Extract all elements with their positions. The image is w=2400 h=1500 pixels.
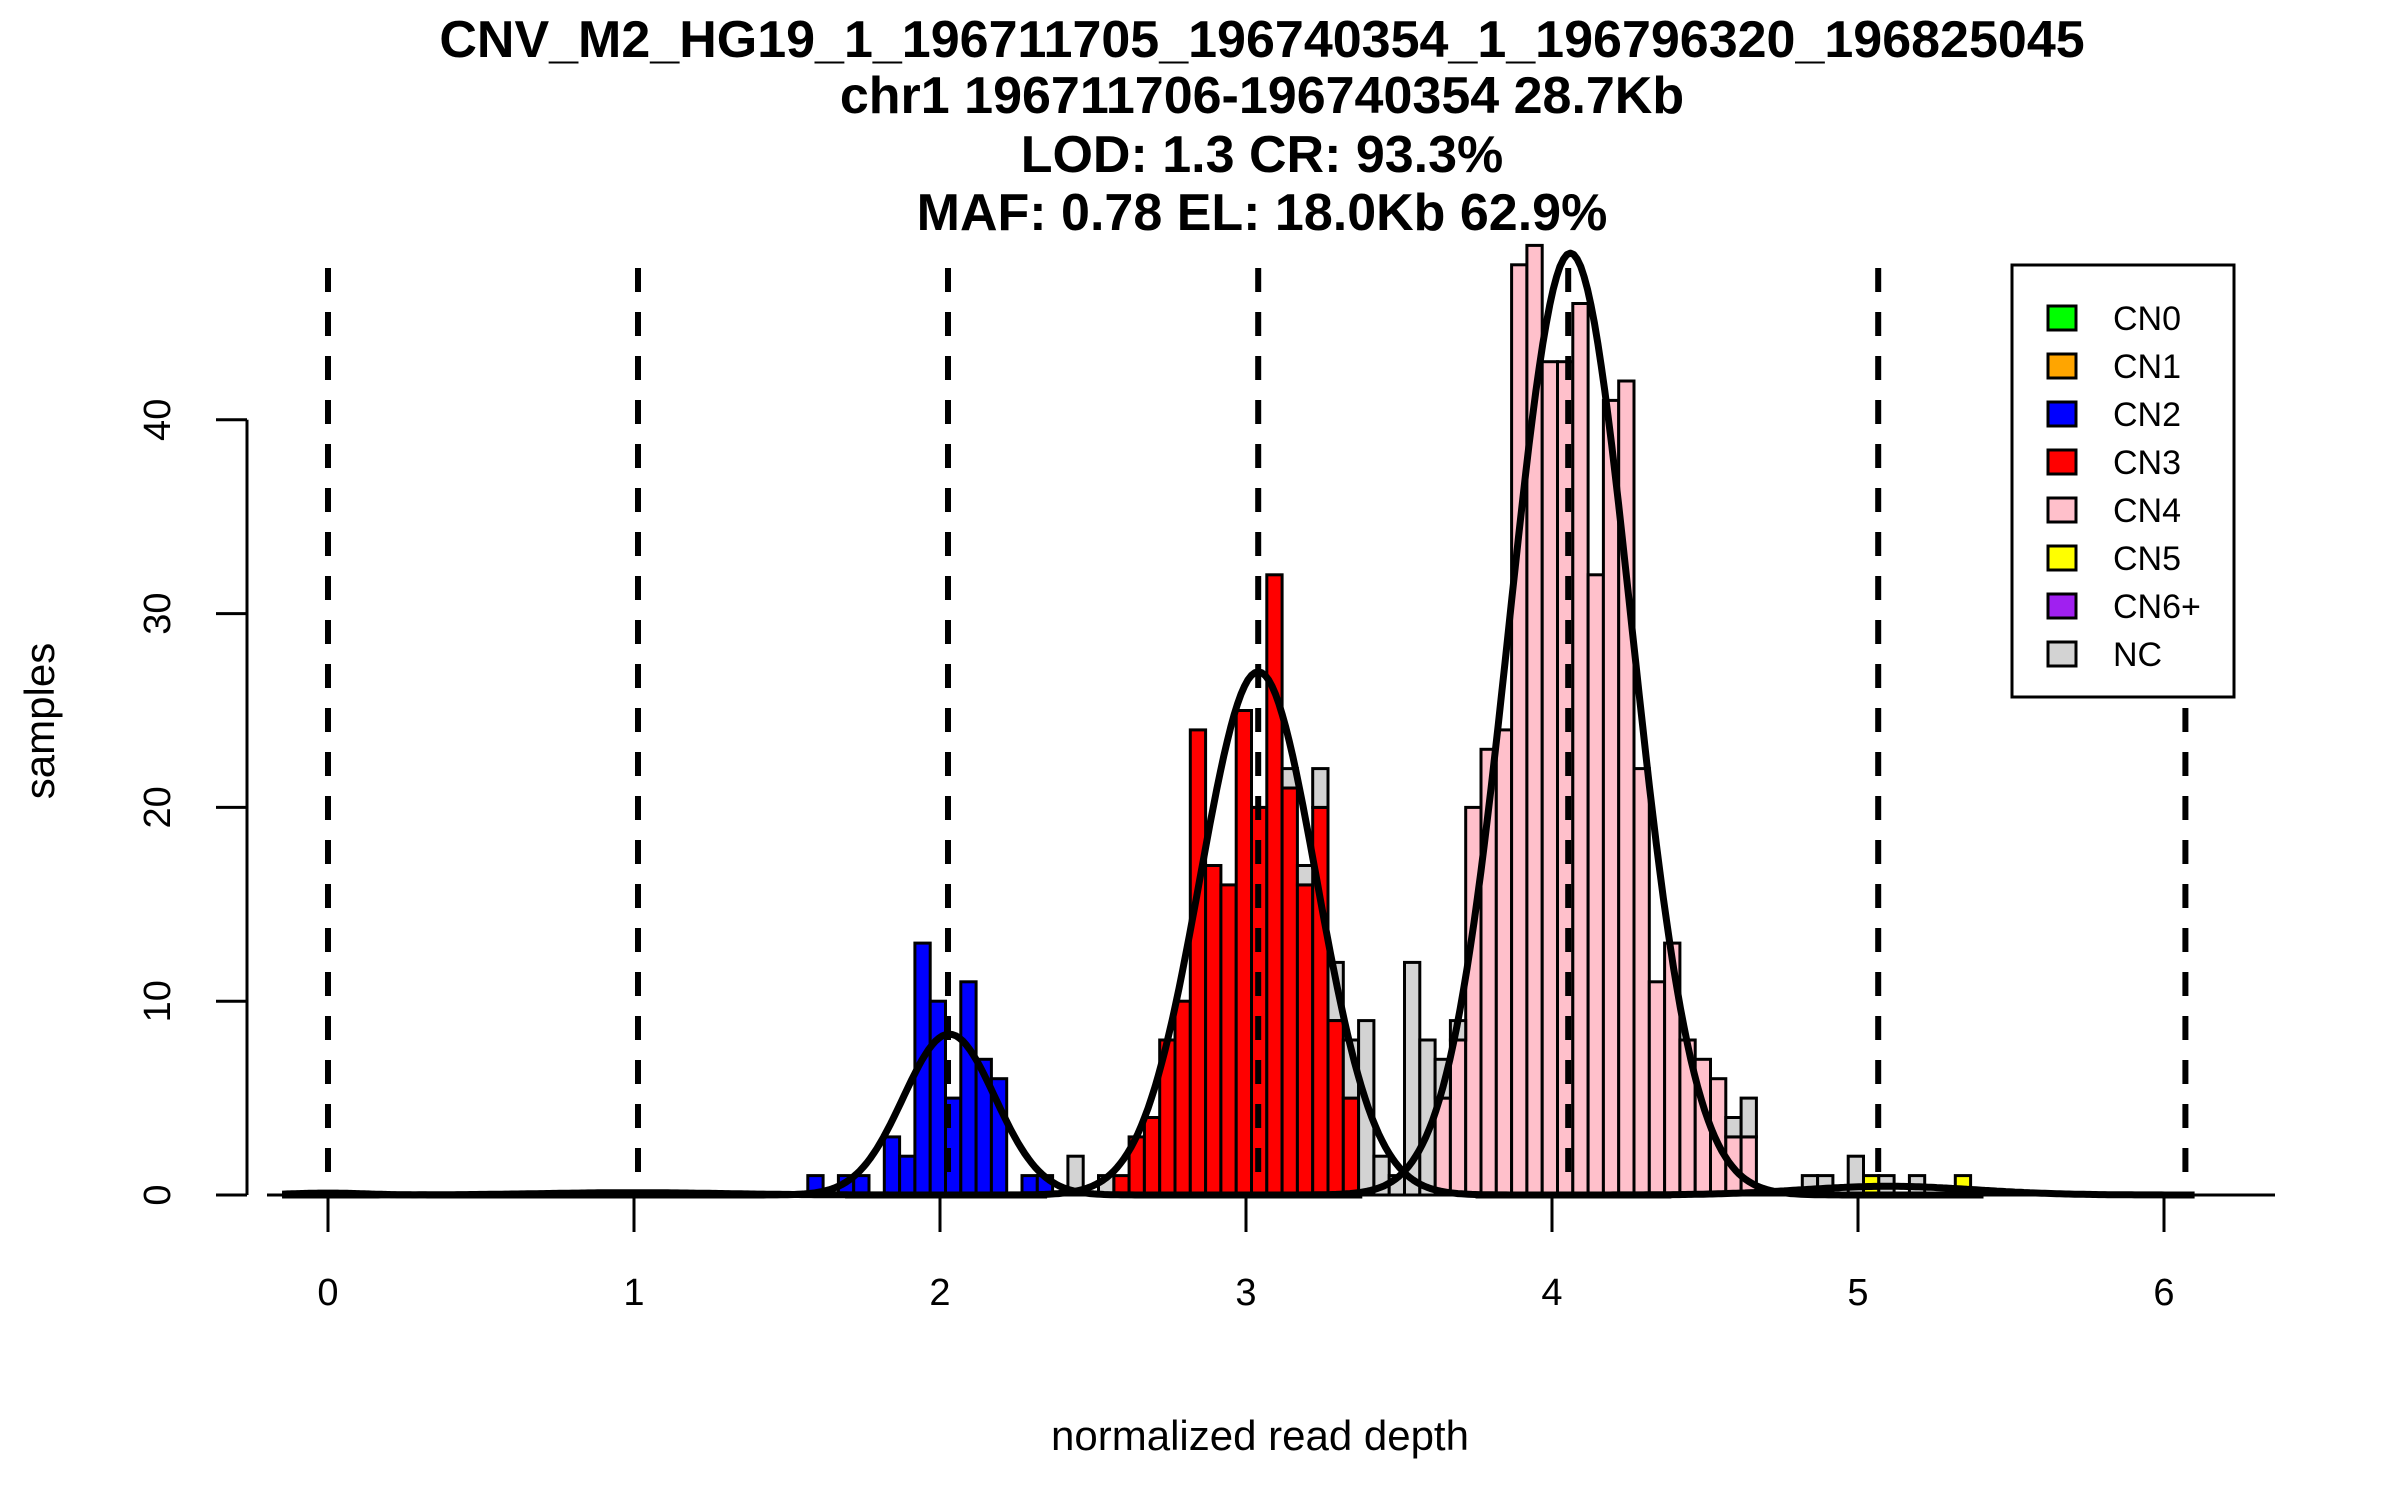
legend-label: CN5 bbox=[2113, 540, 2181, 578]
histogram-bar-cn3 bbox=[1295, 883, 1315, 1197]
legend-swatch bbox=[2046, 400, 2078, 428]
legend-item-cn4: CN4 bbox=[2046, 492, 2181, 530]
histogram-bar-cn3 bbox=[1341, 1096, 1361, 1197]
legend-swatch bbox=[2046, 448, 2078, 476]
x-axis-label: normalized read depth bbox=[1051, 1412, 1469, 1459]
legend: CN0 CN1 CN2 CN3 CN4 CN5 CN6+ NC bbox=[2010, 263, 2236, 699]
histogram-bar-nc bbox=[1295, 864, 1315, 887]
histogram-bar-cn3 bbox=[1204, 864, 1223, 1197]
histogram-bars bbox=[806, 243, 1973, 1197]
x-tick-label: 5 bbox=[1847, 1272, 1868, 1314]
legend-item-cn1: CN1 bbox=[2046, 348, 2181, 386]
histogram-bar-cn3 bbox=[1173, 999, 1192, 1197]
y-tick-label: 10 bbox=[137, 980, 179, 1022]
legend-label: CN3 bbox=[2113, 444, 2181, 482]
y-tick-label: 40 bbox=[137, 399, 179, 441]
legend-item-cn2: CN2 bbox=[2046, 396, 2181, 434]
chart-title: CNV_M2_HG19_1_196711705_196740354_1_1967… bbox=[439, 11, 2084, 242]
legend-label: CN0 bbox=[2113, 300, 2181, 338]
histogram-bar-nc bbox=[1724, 1116, 1743, 1139]
y-tick-label: 30 bbox=[137, 592, 179, 634]
legend-swatch bbox=[2046, 544, 2078, 572]
legend-swatch bbox=[2046, 640, 2078, 668]
x-tick-label: 0 bbox=[317, 1272, 338, 1314]
histogram-bar-cn2 bbox=[928, 999, 948, 1197]
histogram-bar-cn4 bbox=[1448, 1038, 1468, 1197]
histogram-bar-nc bbox=[1739, 1096, 1758, 1139]
y-tick-label: 20 bbox=[137, 786, 179, 828]
histogram-bar-cn3 bbox=[1234, 709, 1253, 1197]
legend-swatch bbox=[2046, 592, 2078, 620]
legend-label: CN4 bbox=[2113, 492, 2181, 530]
title-line-cnv-id: CNV_M2_HG19_1_196711705_196740354_1_1967… bbox=[439, 11, 2084, 69]
histogram-bar-cn2 bbox=[882, 1135, 902, 1197]
legend-item-cn6plus: CN6+ bbox=[2046, 588, 2201, 626]
legend-item-cn5: CN5 bbox=[2046, 540, 2181, 578]
legend-item-cn3: CN3 bbox=[2046, 444, 2181, 482]
y-axis-ticks: 0 10 20 30 40 bbox=[137, 399, 247, 1206]
legend-label: NC bbox=[2113, 636, 2162, 674]
histogram-bar-nc bbox=[1311, 767, 1330, 809]
x-tick-label: 1 bbox=[623, 1272, 644, 1314]
histogram-bar-cn4 bbox=[1632, 767, 1651, 1197]
histogram-bar-cn4 bbox=[1647, 980, 1667, 1197]
histogram-bar-cn4 bbox=[1571, 302, 1590, 1197]
histogram-bar-cn4 bbox=[1601, 398, 1621, 1197]
legend-swatch bbox=[2046, 496, 2078, 524]
legend-swatch bbox=[2046, 304, 2078, 332]
histogram-bar-cn4 bbox=[1540, 360, 1559, 1197]
title-line-region: chr1 196711706-196740354 28.7Kb bbox=[840, 67, 1684, 125]
x-tick-label: 2 bbox=[929, 1272, 950, 1314]
title-line-maf-el: MAF: 0.78 EL: 18.0Kb 62.9% bbox=[917, 184, 1608, 242]
histogram-bar-cn3 bbox=[1142, 1116, 1162, 1197]
histogram-bar-cn2 bbox=[898, 1154, 917, 1197]
histogram-bar-cn3 bbox=[1188, 728, 1208, 1197]
legend-item-nc: NC bbox=[2046, 636, 2162, 674]
legend-box bbox=[2010, 263, 2236, 699]
y-tick-label: 0 bbox=[137, 1184, 179, 1205]
histogram-bar-cn4 bbox=[1510, 263, 1529, 1197]
legend-label: CN1 bbox=[2113, 348, 2181, 386]
histogram-bar-cn3 bbox=[1280, 786, 1299, 1197]
legend-label: CN6+ bbox=[2113, 588, 2201, 626]
x-tick-label: 4 bbox=[1541, 1272, 1562, 1314]
histogram-bar-cn4 bbox=[1586, 573, 1605, 1197]
y-axis-label: samples bbox=[16, 643, 63, 799]
legend-item-cn0: CN0 bbox=[2046, 300, 2181, 338]
histogram-bar-cn3 bbox=[1250, 805, 1269, 1197]
x-axis-ticks: 0 1 2 3 4 5 6 bbox=[317, 1195, 2175, 1314]
histogram-bar-cn4 bbox=[1494, 728, 1514, 1197]
title-line-lod-cr: LOD: 1.3 CR: 93.3% bbox=[1021, 126, 1504, 184]
histogram-bar-cn3 bbox=[1265, 573, 1284, 1197]
legend-label: CN2 bbox=[2113, 396, 2181, 434]
legend-swatch bbox=[2046, 352, 2078, 380]
histogram-bar-cn3 bbox=[1219, 883, 1238, 1197]
histogram-bar-cn3 bbox=[1326, 1019, 1345, 1197]
x-tick-label: 3 bbox=[1235, 1272, 1256, 1314]
histogram-bar-cn2 bbox=[959, 980, 978, 1197]
x-tick-label: 6 bbox=[2153, 1272, 2174, 1314]
